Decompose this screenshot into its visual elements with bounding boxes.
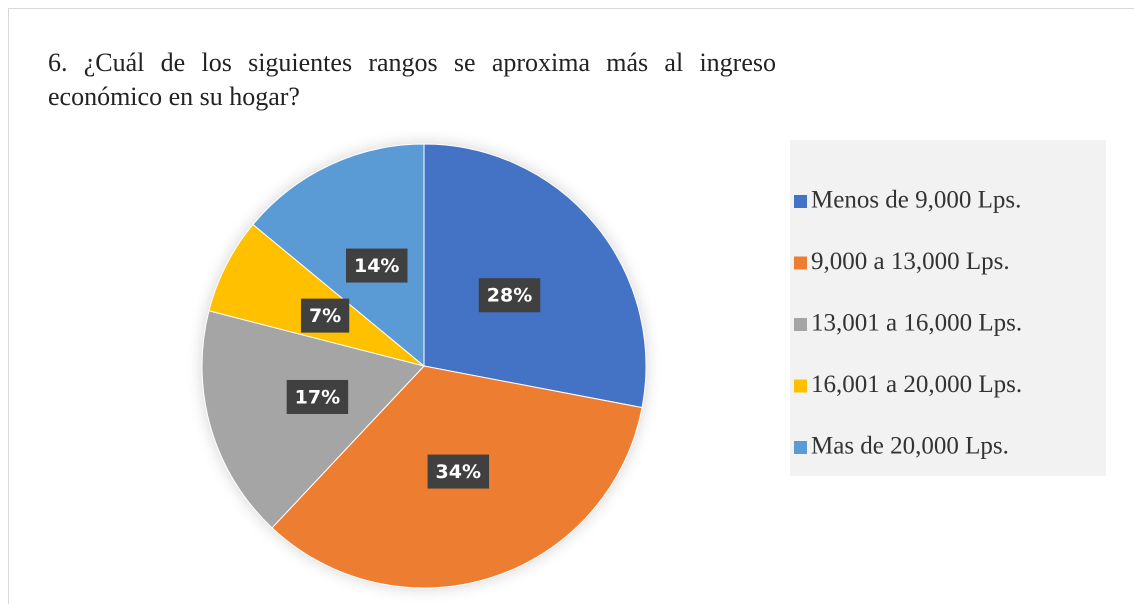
data-label-bg: [286, 379, 349, 414]
legend-label: 13,001 a 16,000 Lps.: [811, 310, 1022, 337]
data-label: 17%: [295, 386, 340, 408]
frame: [8, 8, 1134, 604]
legend-label: Menos de 9,000 Lps.: [811, 187, 1021, 214]
data-label-bg: [300, 298, 350, 333]
data-label-bg: [345, 248, 408, 283]
legend-box: [790, 140, 1106, 476]
pie-slice: [423, 143, 647, 409]
pie-slice: [201, 310, 425, 529]
legend-swatch: [794, 441, 807, 454]
legend-swatch: [794, 195, 807, 208]
legend-swatch: [794, 318, 807, 331]
data-label-bg: [478, 278, 541, 313]
legend-label: 9,000 a 13,000 Lps.: [811, 248, 1010, 275]
chart-title: 6. ¿Cuál de los siguientes rangos se apr…: [48, 48, 776, 111]
pie-slice: [252, 143, 425, 368]
data-label: 14%: [354, 255, 399, 277]
data-label-bg: [427, 454, 490, 489]
legend-label: 16,001 a 20,000 Lps.: [811, 371, 1022, 398]
data-label: 28%: [487, 285, 532, 307]
data-label: 34%: [436, 461, 481, 483]
legend-swatch: [794, 256, 807, 270]
data-label: 7%: [309, 305, 341, 327]
legend-label: Mas de 20,000 Lps.: [811, 433, 1009, 460]
legend-swatch: [794, 379, 807, 393]
